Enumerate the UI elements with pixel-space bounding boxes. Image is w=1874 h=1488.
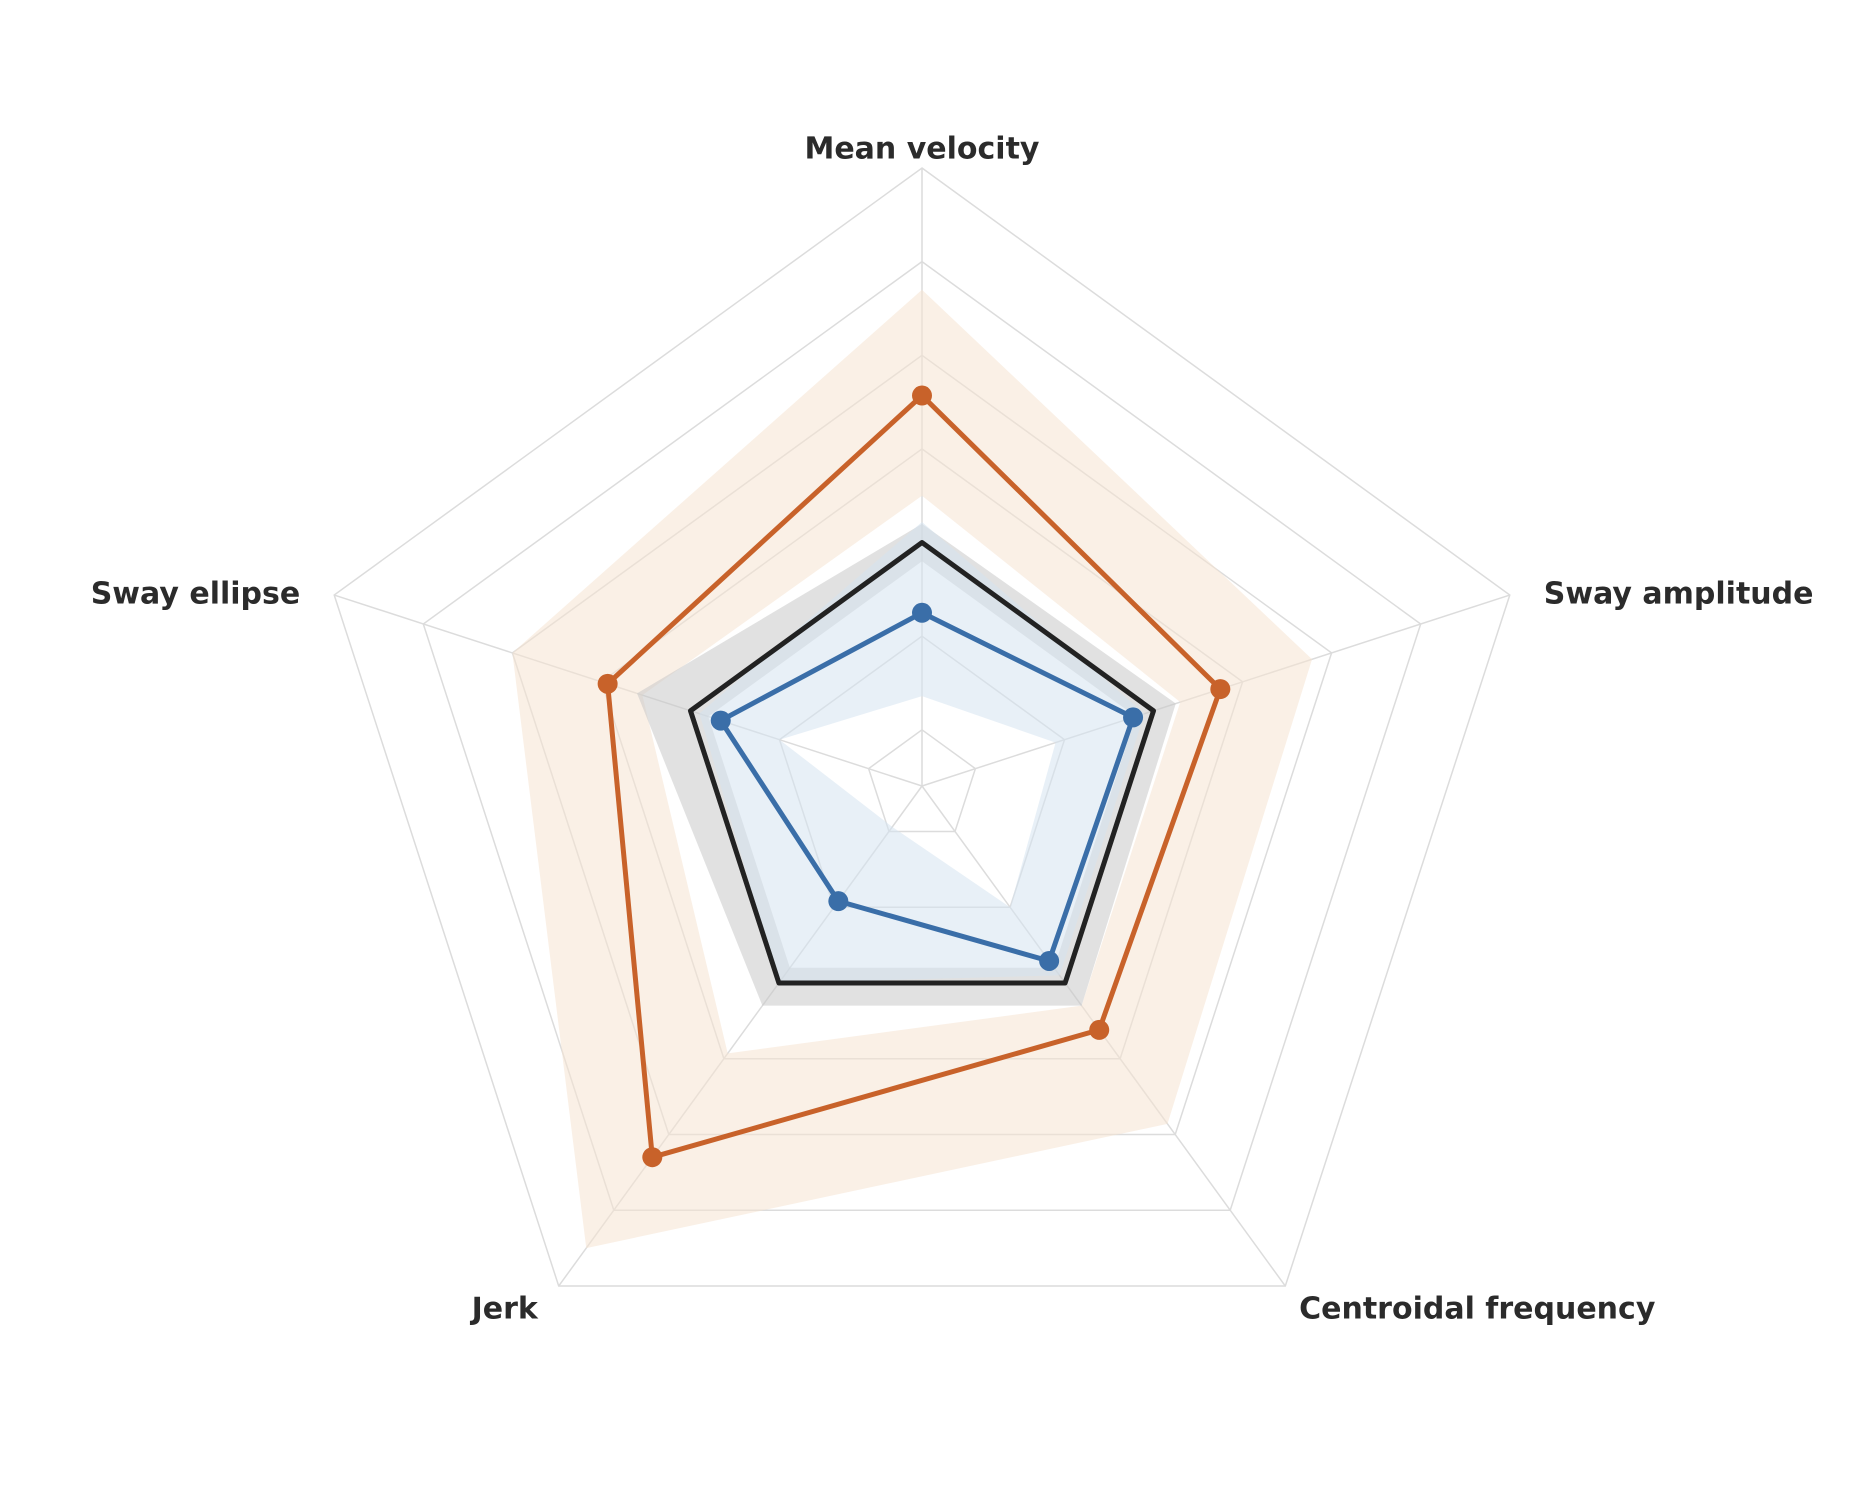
grid-ring — [867, 728, 977, 833]
data-point — [912, 602, 932, 623]
grid-ring — [422, 260, 1422, 1211]
band — [512, 289, 1313, 1249]
data-point — [1039, 950, 1060, 971]
series-line — [605, 393, 1223, 1160]
data-point — [597, 673, 618, 694]
data-point — [912, 385, 932, 406]
data-point — [828, 891, 849, 912]
axis-label: Sway amplitude — [1544, 577, 1814, 612]
band — [699, 521, 1145, 983]
axis-label: Mean velocity — [804, 132, 1039, 167]
axis-label: Jerk — [470, 1291, 539, 1326]
axis-label: Centroidal frequency — [1299, 1291, 1656, 1326]
data-point — [710, 710, 731, 731]
axis-label: Sway ellipse — [91, 577, 301, 612]
grid-ring — [333, 167, 1511, 1287]
data-point — [1089, 1019, 1110, 1040]
series-line — [718, 610, 1136, 964]
series-line — [688, 540, 1156, 986]
data-point — [1210, 679, 1231, 700]
data-point — [642, 1147, 663, 1168]
data-point — [1123, 707, 1144, 728]
